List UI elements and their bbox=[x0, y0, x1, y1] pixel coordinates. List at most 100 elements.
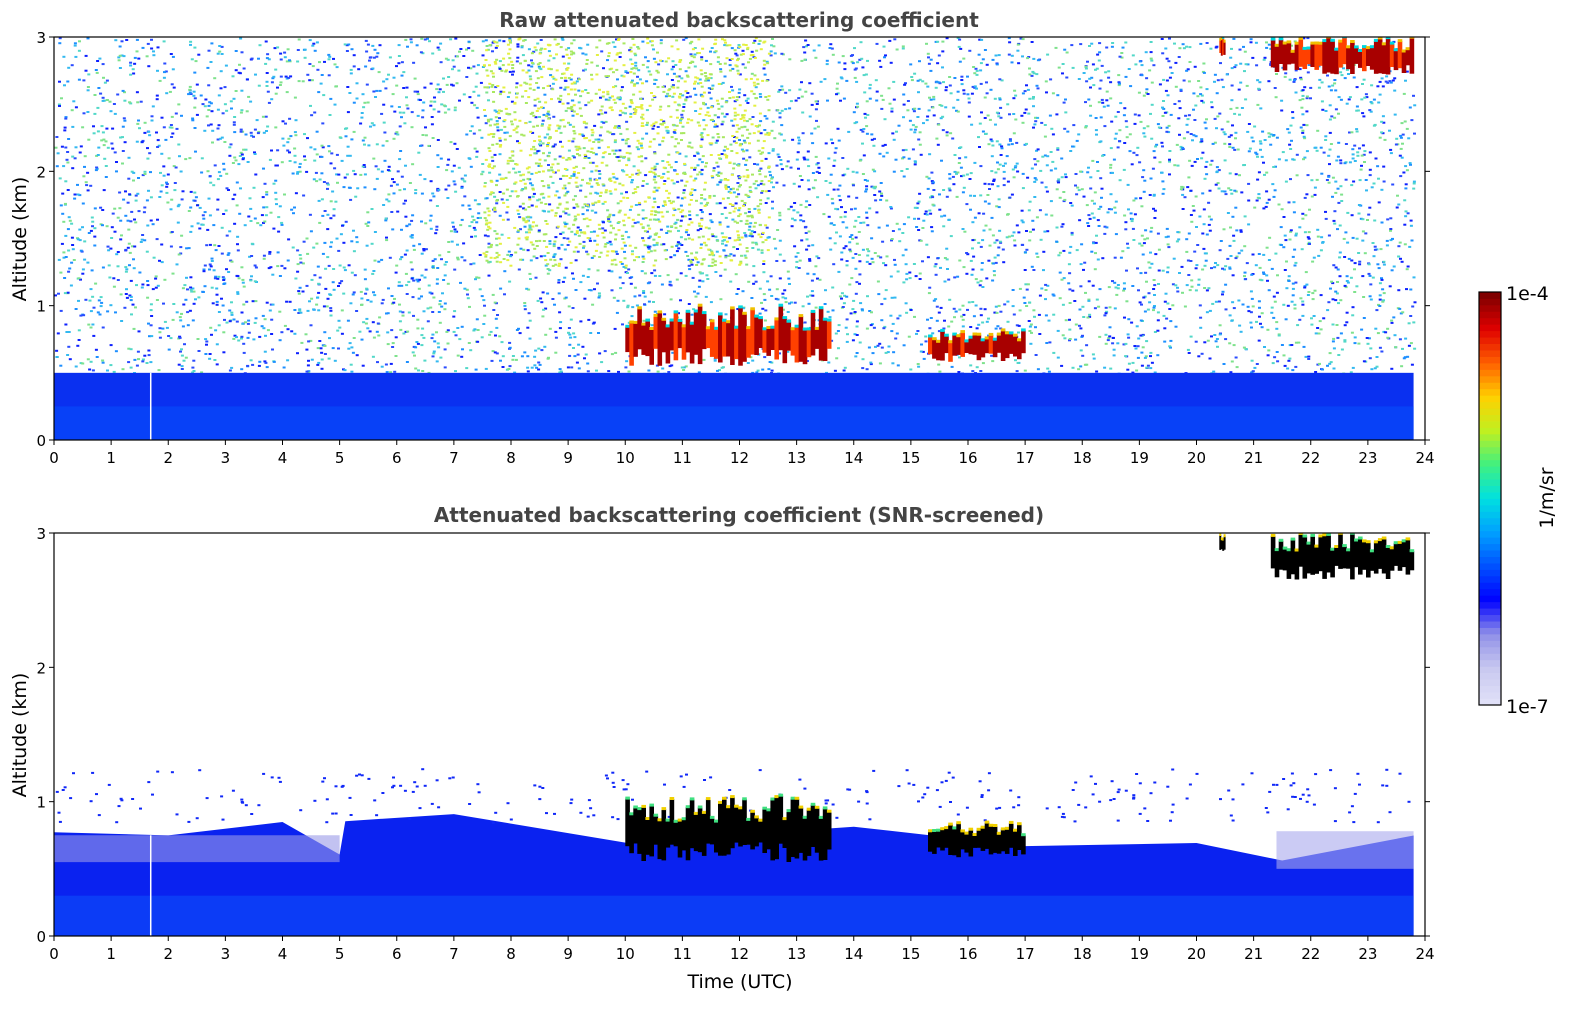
noise-pixel bbox=[628, 105, 632, 108]
noise-pixel bbox=[1146, 364, 1150, 367]
noise-pixel bbox=[316, 68, 320, 71]
noise-pixel bbox=[1052, 313, 1056, 316]
noise-pixel bbox=[926, 187, 930, 190]
noise-pixel bbox=[478, 288, 482, 291]
noise-pixel bbox=[853, 122, 857, 125]
noise-pixel bbox=[1030, 74, 1034, 77]
noise-pixel bbox=[307, 371, 311, 374]
noise-pixel bbox=[458, 50, 461, 53]
noise-pixel bbox=[1138, 301, 1142, 304]
noise-pixel bbox=[463, 174, 467, 177]
noise-pixel bbox=[1344, 286, 1348, 289]
noise-pixel bbox=[1070, 231, 1074, 234]
noise-pixel bbox=[1080, 188, 1084, 191]
noise-pixel bbox=[340, 309, 344, 312]
noise-pixel bbox=[1032, 96, 1035, 98]
noise-pixel bbox=[256, 222, 260, 225]
noise-pixel bbox=[453, 183, 457, 186]
noise-pixel bbox=[1023, 90, 1027, 93]
noise-pixel bbox=[220, 226, 224, 229]
noise-pixel bbox=[774, 247, 778, 250]
noise-pixel bbox=[308, 39, 312, 42]
noise-pixel bbox=[390, 105, 394, 108]
noise-pixel bbox=[487, 274, 491, 277]
noise-pixel bbox=[475, 72, 479, 75]
noise-pixel bbox=[543, 210, 546, 213]
noise-pixel bbox=[858, 341, 862, 344]
noise-pixel bbox=[870, 257, 874, 260]
noise-pixel bbox=[429, 199, 433, 202]
noise-pixel bbox=[876, 344, 880, 347]
noise-pixel bbox=[742, 139, 746, 142]
noise-pixel bbox=[858, 159, 862, 162]
noise-pixel bbox=[1102, 105, 1106, 108]
noise-pixel bbox=[536, 42, 540, 45]
noise-pixel bbox=[993, 241, 997, 244]
noise-pixel bbox=[621, 282, 625, 285]
noise-pixel bbox=[941, 129, 945, 132]
noise-pixel bbox=[661, 160, 665, 162]
noise-pixel bbox=[1304, 214, 1308, 217]
noise-pixel bbox=[599, 96, 602, 99]
noise-pixel bbox=[534, 116, 538, 119]
noise-pixel bbox=[459, 48, 463, 50]
noise-pixel bbox=[926, 256, 930, 259]
noise-pixel bbox=[707, 227, 711, 230]
noise-pixel bbox=[310, 79, 314, 82]
noise-pixel bbox=[1010, 193, 1014, 196]
noise-pixel bbox=[136, 122, 140, 125]
noise-pixel bbox=[122, 55, 126, 58]
noise-pixel bbox=[162, 40, 166, 43]
noise-pixel bbox=[543, 136, 547, 139]
noise-pixel bbox=[874, 345, 877, 348]
noise-pixel bbox=[1065, 76, 1069, 79]
noise-pixel bbox=[436, 83, 440, 86]
noise-pixel bbox=[1015, 141, 1019, 144]
noise-pixel bbox=[958, 38, 962, 41]
noise-pixel bbox=[177, 253, 181, 256]
noise-pixel bbox=[483, 304, 486, 307]
noise-pixel bbox=[472, 219, 476, 221]
noise-pixel bbox=[1117, 81, 1121, 84]
noise-pixel bbox=[913, 107, 917, 110]
noise-pixel bbox=[346, 319, 350, 322]
noise-pixel bbox=[788, 58, 792, 61]
noise-pixel bbox=[1143, 135, 1147, 138]
noise-pixel bbox=[405, 96, 408, 99]
noise-pixel bbox=[753, 39, 757, 42]
noise-pixel bbox=[210, 260, 214, 262]
noise-pixel bbox=[778, 211, 782, 214]
noise-pixel bbox=[1339, 98, 1343, 101]
noise-pixel bbox=[422, 248, 426, 250]
noise-pixel bbox=[966, 93, 970, 96]
noise-pixel bbox=[1309, 86, 1313, 89]
noise-pixel bbox=[1096, 161, 1099, 163]
noise-pixel bbox=[281, 137, 285, 140]
noise-pixel bbox=[1001, 248, 1005, 251]
noise-pixel bbox=[911, 124, 915, 127]
noise-pixel bbox=[1368, 295, 1372, 298]
noise-pixel bbox=[1300, 106, 1304, 109]
noise-pixel bbox=[1404, 210, 1408, 213]
raw-heatmap bbox=[54, 37, 1417, 440]
noise-pixel bbox=[990, 170, 994, 173]
noise-pixel bbox=[1223, 133, 1227, 136]
noise-pixel bbox=[1179, 145, 1183, 148]
noise-pixel bbox=[981, 130, 985, 133]
noise-pixel bbox=[1157, 269, 1161, 272]
noise-pixel bbox=[424, 248, 428, 251]
noise-pixel bbox=[604, 120, 608, 123]
noise-pixel bbox=[470, 125, 474, 128]
noise-pixel bbox=[385, 239, 389, 242]
noise-pixel bbox=[1192, 108, 1195, 111]
noise-pixel bbox=[1291, 287, 1295, 290]
noise-pixel bbox=[527, 288, 531, 291]
noise-pixel bbox=[767, 368, 771, 371]
noise-pixel bbox=[560, 243, 564, 246]
noise-pixel bbox=[1299, 297, 1303, 300]
noise-pixel bbox=[1051, 293, 1055, 296]
noise-pixel bbox=[596, 282, 599, 285]
noise-pixel bbox=[1013, 89, 1017, 92]
noise-pixel bbox=[360, 116, 364, 119]
noise-pixel bbox=[784, 108, 788, 111]
